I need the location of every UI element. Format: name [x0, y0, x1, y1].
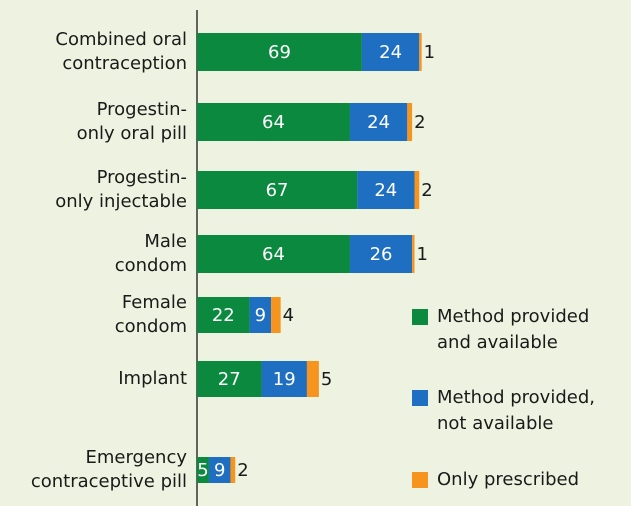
category-label: condom	[115, 255, 187, 276]
bar-segment	[230, 457, 236, 483]
bar-segment	[414, 171, 420, 209]
value-label: 2	[414, 112, 425, 133]
category-label: Female	[122, 292, 187, 313]
value-label: 1	[416, 244, 427, 265]
value-label: 64	[262, 112, 285, 133]
bar-segment	[249, 297, 272, 333]
value-label: 22	[212, 305, 235, 326]
value-label: 24	[374, 180, 397, 201]
value-label: 1	[424, 42, 435, 63]
bar-segment	[357, 171, 415, 209]
bar-segment	[197, 103, 350, 141]
bar-segment	[349, 235, 413, 273]
legend-swatch	[412, 472, 428, 488]
category-label: contraceptive pill	[31, 471, 187, 492]
category-label: Male	[144, 231, 187, 252]
legend-label: not available	[437, 413, 553, 434]
value-label: 4	[283, 305, 294, 326]
value-label: 5	[197, 460, 208, 481]
bar-segment	[208, 457, 231, 483]
legend-swatch	[412, 309, 428, 325]
category-label: Emergency	[85, 447, 187, 468]
value-label: 9	[255, 305, 266, 326]
category-label: Implant	[118, 368, 187, 389]
bar-segment	[197, 361, 262, 397]
value-label: 67	[266, 180, 289, 201]
bar-segment	[361, 33, 420, 71]
bar-segment	[197, 297, 250, 333]
bar-segment	[197, 235, 350, 273]
value-label: 24	[379, 42, 402, 63]
bar-segment	[412, 235, 415, 273]
category-label: condom	[115, 316, 187, 337]
legend-label: and available	[437, 332, 558, 353]
legend-label: Method provided	[437, 306, 589, 327]
value-label: 9	[214, 460, 225, 481]
category-label: contraception	[62, 53, 187, 74]
category-label: Combined oral	[55, 29, 187, 50]
value-label: 5	[321, 369, 332, 390]
category-label: Progestin-	[97, 167, 187, 188]
bar-segment	[197, 171, 358, 209]
value-label: 19	[273, 369, 296, 390]
category-label: Progestin-	[97, 99, 187, 120]
value-label: 27	[218, 369, 241, 390]
bar-segment	[197, 457, 209, 483]
legend-label: Method provided,	[437, 387, 595, 408]
bar-segment	[261, 361, 307, 397]
bar-segment	[197, 33, 362, 71]
value-label: 2	[237, 460, 248, 481]
value-label: 24	[367, 112, 390, 133]
category-label: only oral pill	[77, 123, 187, 144]
value-label: 69	[268, 42, 291, 63]
bar-segment	[349, 103, 408, 141]
bar-segment	[407, 103, 413, 141]
bar-segment	[306, 361, 319, 397]
value-label: 64	[262, 244, 285, 265]
bar-segment	[271, 297, 281, 333]
category-label: only injectable	[55, 191, 187, 212]
value-label: 2	[421, 180, 432, 201]
value-label: 26	[370, 244, 393, 265]
legend-swatch	[412, 390, 428, 406]
legend-label: Only prescribed	[437, 469, 579, 490]
bar-segment	[419, 33, 422, 71]
